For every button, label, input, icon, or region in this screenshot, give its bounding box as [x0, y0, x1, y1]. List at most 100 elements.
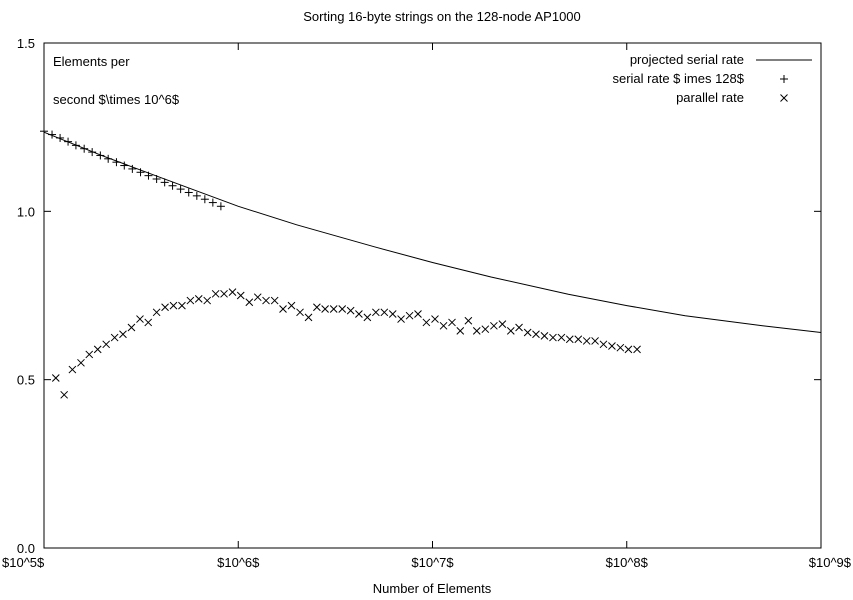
x-tick-label: $10^8$ — [606, 555, 649, 570]
data-point-cross — [161, 303, 169, 312]
cross-stroke — [422, 318, 431, 327]
data-point-plus — [64, 137, 73, 146]
cross-stroke — [388, 310, 397, 318]
data-point-cross — [624, 345, 633, 354]
cross-stroke — [448, 318, 456, 327]
cross-stroke — [77, 358, 85, 367]
cross-stroke — [397, 315, 405, 323]
data-point-cross — [523, 328, 532, 337]
series-parallel-rate — [51, 288, 641, 399]
cross-stroke — [51, 374, 60, 382]
legend-plus-sample — [780, 75, 788, 83]
data-point-plus — [160, 178, 169, 187]
data-point-plus — [120, 161, 129, 170]
data-point-plus — [128, 164, 137, 173]
data-point-plus — [144, 171, 153, 180]
cross-stroke — [161, 303, 169, 312]
cross-stroke — [304, 313, 313, 322]
data-point-cross — [388, 310, 397, 318]
data-point-cross — [169, 301, 178, 310]
y-axis-label-line-2: second $\times 10^6$ — [53, 92, 180, 107]
cross-stroke — [405, 311, 414, 320]
cross-stroke — [338, 305, 347, 313]
cross-stroke — [464, 316, 473, 325]
legend-cross-sample — [780, 94, 788, 102]
cross-stroke — [346, 306, 355, 315]
data-point-plus — [71, 141, 80, 150]
cross-stroke — [565, 335, 574, 344]
cross-stroke — [515, 323, 523, 332]
cross-stroke — [262, 296, 270, 305]
data-point-cross — [228, 288, 237, 296]
cross-stroke — [296, 308, 304, 317]
cross-stroke — [169, 301, 178, 310]
cross-stroke — [582, 337, 591, 345]
data-point-cross — [313, 303, 321, 312]
cross-stroke — [270, 296, 279, 305]
cross-stroke — [549, 333, 557, 342]
data-point-cross — [178, 301, 186, 310]
data-point-plus — [88, 148, 97, 157]
cross-stroke — [591, 337, 599, 345]
cross-stroke — [68, 365, 77, 374]
data-point-cross — [380, 308, 389, 317]
data-point-plus — [152, 175, 161, 184]
data-point-plus — [208, 198, 217, 207]
data-point-cross — [194, 295, 203, 303]
cross-stroke — [540, 332, 549, 340]
data-point-cross — [253, 293, 262, 302]
x-tick-label: $10^6$ — [217, 555, 260, 570]
cross-stroke — [490, 321, 498, 330]
data-point-cross — [616, 343, 625, 352]
data-point-cross — [599, 340, 608, 349]
data-point-cross — [102, 340, 111, 349]
cross-stroke — [414, 310, 422, 318]
cross-stroke — [93, 345, 102, 354]
data-point-cross — [515, 323, 523, 332]
data-point-cross — [472, 326, 481, 335]
cross-stroke — [532, 330, 540, 339]
data-point-cross — [236, 291, 245, 300]
data-point-cross — [549, 333, 557, 342]
data-point-cross — [186, 296, 195, 305]
cross-stroke — [456, 326, 465, 335]
cross-stroke — [287, 301, 296, 310]
data-point-cross — [608, 342, 616, 350]
data-point-cross — [51, 374, 60, 382]
cross-stroke — [178, 301, 186, 310]
cross-stroke — [253, 293, 262, 302]
data-point-plus — [112, 158, 121, 167]
cross-stroke — [599, 340, 608, 349]
data-point-cross — [119, 330, 127, 339]
cross-stroke — [152, 308, 161, 317]
cross-stroke — [194, 295, 203, 303]
data-point-cross — [287, 301, 296, 310]
data-point-cross — [270, 296, 279, 305]
data-point-plus — [56, 133, 65, 142]
cross-stroke — [228, 288, 237, 296]
data-point-cross — [93, 345, 102, 354]
data-point-plus — [136, 168, 145, 177]
data-point-plus — [192, 191, 201, 200]
cross-stroke — [380, 308, 389, 317]
plot-frame — [43, 42, 822, 549]
legend-label: projected serial rate — [630, 52, 744, 67]
cross-stroke — [574, 335, 583, 344]
data-point-cross — [329, 305, 338, 313]
cross-stroke — [355, 310, 363, 318]
cross-stroke — [279, 305, 287, 313]
data-point-cross — [405, 311, 414, 320]
series-line — [43, 131, 822, 333]
data-point-plus — [80, 144, 89, 153]
data-point-cross — [304, 313, 313, 322]
cross-stroke — [236, 291, 245, 300]
data-point-cross — [565, 335, 574, 344]
data-point-cross — [557, 333, 566, 342]
cross-stroke — [313, 303, 321, 312]
data-point-cross — [203, 296, 212, 305]
series-serial-rate-imes-128 — [40, 127, 225, 211]
cross-stroke — [780, 94, 788, 102]
cross-stroke — [220, 289, 228, 298]
data-point-cross — [582, 337, 591, 345]
data-point-cross — [77, 358, 85, 367]
